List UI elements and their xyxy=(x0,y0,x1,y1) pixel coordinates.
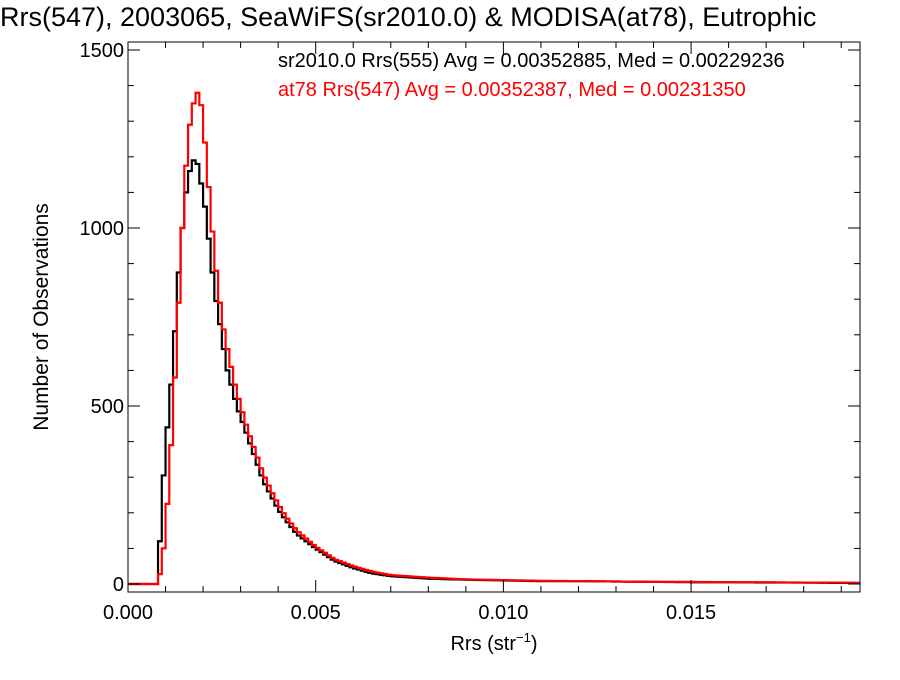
y-tick-label: 1500 xyxy=(80,40,125,62)
y-tick-label: 1000 xyxy=(80,218,125,240)
histogram-series-2 xyxy=(128,91,860,586)
histogram-series-1 xyxy=(128,159,860,586)
legend-entry-2: at78 Rrs(547) Avg = 0.00352387, Med = 0.… xyxy=(278,79,746,101)
x-axis-label: Rrs (str−1) xyxy=(450,630,537,655)
chart-title: Rrs(547), 2003065, SeaWiFS(sr2010.0) & M… xyxy=(0,2,816,32)
y-axis: 0 500 1000 1500 xyxy=(80,40,860,596)
plot-frame xyxy=(127,41,861,593)
y-axis-label: Number of Observations xyxy=(30,203,53,431)
x-axis: 0.000 0.005 0.010 0.015 xyxy=(103,42,842,624)
x-tick-label: 0.000 xyxy=(103,602,153,624)
x-tick-label: 0.010 xyxy=(478,602,528,624)
x-axis-label-close: ) xyxy=(531,633,538,655)
x-axis-label-main: Rrs (str xyxy=(450,633,516,655)
legend-entry-1: sr2010.0 Rrs(555) Avg = 0.00352885, Med … xyxy=(278,50,785,72)
x-tick-label: 0.015 xyxy=(666,602,716,624)
x-axis-label-sup: −1 xyxy=(516,630,531,645)
legend: sr2010.0 Rrs(555) Avg = 0.00352885, Med … xyxy=(278,50,785,101)
plot-area xyxy=(128,91,860,586)
y-tick-label: 0 xyxy=(113,574,124,596)
y-tick-label: 500 xyxy=(91,396,124,418)
x-tick-label: 0.005 xyxy=(291,602,341,624)
